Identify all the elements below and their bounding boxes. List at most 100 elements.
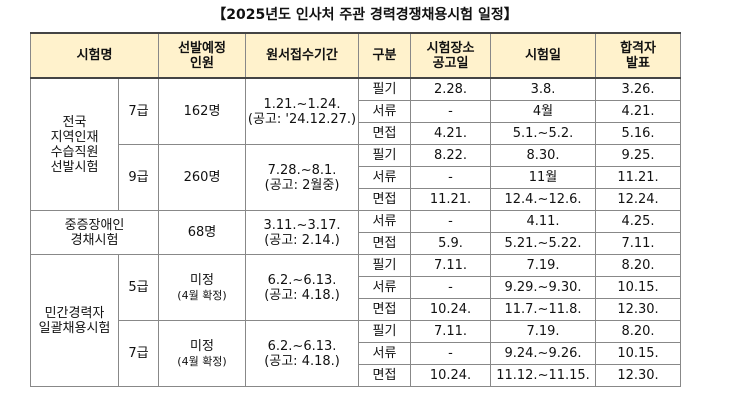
result-date: 12.30. [595,298,682,321]
cell-line: 구분 [372,48,397,63]
header-cell: 시험일 [490,32,597,79]
application-period: 7.28.~8.1. (공고: 2월중) [245,144,360,211]
grade: 9급 [117,144,160,211]
table-row: 면접 10.24. 11.7.~11.8. 12.30. [31,298,682,321]
result-date: 12.30. [595,364,682,387]
result-date: 4.21. [595,100,682,123]
cell-line: (공고: 2.14.) [264,232,340,248]
exam-name: 민간경력자 일괄채용시험 [30,254,119,387]
exam-date: 4월 [490,100,597,123]
cell-line: 162명 [183,104,221,119]
stage: 서류 [358,100,412,123]
stage: 서류 [358,166,412,189]
cell-line: 3.11.~3.17. [263,217,341,233]
cell-line: (4월 확정) [177,354,227,368]
cell-line: 7.28.~8.1. [267,162,337,178]
result-date: 9.25. [595,144,682,167]
application-period: 1.21.~1.24. (공고: '24.12.27.) [245,77,360,145]
cell-line: (공고: 2월중) [264,177,340,193]
table-body: 전국 지역인재 수습직원 선발시험 7급 162명 1.21.~1.24. (공고: '24.… [29,77,682,387]
result-date: 5.16. [595,122,682,145]
venue-notice: 11.21. [410,188,492,211]
exam-date: 5.1.~5.2. [490,122,597,145]
cell-line: 전국 [62,114,87,130]
cell-line: 수습직원 [50,144,99,160]
venue-notice: - [410,210,492,233]
stage: 서류 [358,210,412,233]
exam-name: 전국 지역인재 수습직원 선발시험 [30,77,119,211]
stage: 서류 [358,342,412,365]
cell-line: 공고일 [432,55,469,71]
stage: 면접 [358,298,412,321]
table-row: 7급 미정 (4월 확정) 6.2.~6.13. (공고: 4.18.) 필기 7.11. 7… [31,320,682,387]
result-date: 10.15. [595,276,682,299]
recruit-count: 162명 [158,77,247,145]
recruit-count: 260명 [158,144,247,211]
grade: 7급 [117,320,160,387]
table-row: 면접 10.24. 11.12.~11.15. 12.30. [31,364,682,387]
table-row: 면접 11.21. 12.4.~12.6. 12.24. [31,188,682,211]
cell-line: 발표 [626,55,650,71]
result-date: 4.25. [595,210,682,233]
venue-notice: - [410,342,492,365]
cell-line: (공고: 4.18.) [264,353,340,369]
venue-notice: - [410,166,492,189]
grade: 5급 [117,254,160,321]
venue-notice: 10.24. [410,298,492,321]
schedule-table: 시험명 선발예정 인원 원서접수기간 구분 시험장소 공고일 시험일 합격자 발표 전국 지역인재 수… [29,32,682,387]
stage: 면접 [358,232,412,255]
application-period: 6.2.~6.13. (공고: 4.18.) [245,320,360,387]
cell-line: 시험일 [525,48,561,63]
result-date: 11.21. [595,166,682,189]
cell-line: 일괄채용시험 [38,320,111,336]
recruit-count: 미정 (4월 확정) [158,320,247,387]
exam-name: 중증장애인 경채시험 [29,210,160,255]
header-cell: 선발예정 인원 [158,32,247,79]
header-cell: 원서접수기간 [245,32,360,79]
cell-line: 중증장애인 [64,217,125,233]
exam-date: 3.8. [490,77,597,101]
stage: 필기 [358,254,412,277]
result-date: 3.26. [595,77,682,101]
stage: 면접 [358,364,412,387]
exam-date: 12.4.~12.6. [490,188,597,211]
header-cell: 구분 [358,32,412,79]
result-date: 10.15. [595,342,682,365]
venue-notice: 10.24. [410,364,492,387]
cell-line: (4월 확정) [177,288,227,302]
exam-date: 7.19. [490,254,597,277]
cell-line: 지역인재 [50,129,99,145]
application-period: 3.11.~3.17. (공고: 2.14.) [245,210,360,255]
venue-notice: - [410,100,492,123]
cell-line: 원서접수기간 [266,48,338,63]
table-row: 면접 5.9. 5.21.~5.22. 7.11. [31,232,682,255]
cell-line: 선발예정 [178,40,226,56]
stage: 필기 [358,144,412,167]
venue-notice: 7.11. [410,320,492,343]
header-cell: 시험명 [29,32,160,79]
stage: 서류 [358,276,412,299]
cell-line: 68명 [187,225,217,240]
stage: 면접 [358,122,412,145]
recruit-count: 미정 (4월 확정) [158,254,247,321]
venue-notice: 5.9. [410,232,492,255]
exam-date: 5.21.~5.22. [490,232,597,255]
stage: 면접 [358,188,412,211]
cell-line: 합격자 [620,40,656,56]
venue-notice: 8.22. [410,144,492,167]
cell-line: 6.2.~6.13. [267,338,337,354]
table-row: 서류 -9.29.~9.30. 10.15. [31,276,682,299]
title: 【2025년도 인사처 주관 경력경쟁채용시험 일정】 [212,7,518,23]
cell-line: 시험명 [76,48,113,63]
stage: 필기 [358,77,412,101]
venue-notice: 4.21. [410,122,492,145]
venue-notice: - [410,276,492,299]
venue-notice: 7.11. [410,254,492,277]
recruit-count: 68명 [158,210,247,255]
venue-notice: 2.28. [410,77,492,101]
header-row: 시험명 선발예정 인원 원서접수기간 구분 시험장소 공고일 시험일 합격자 발표 [29,32,682,79]
exam-date: 9.29.~9.30. [490,276,597,299]
cell-line: 6.2.~6.13. [267,272,337,288]
table-row: 9급 260명 7.28.~8.1. (공고: 2월중) 필기 8.22. 8.30. 9.2… [31,144,682,211]
